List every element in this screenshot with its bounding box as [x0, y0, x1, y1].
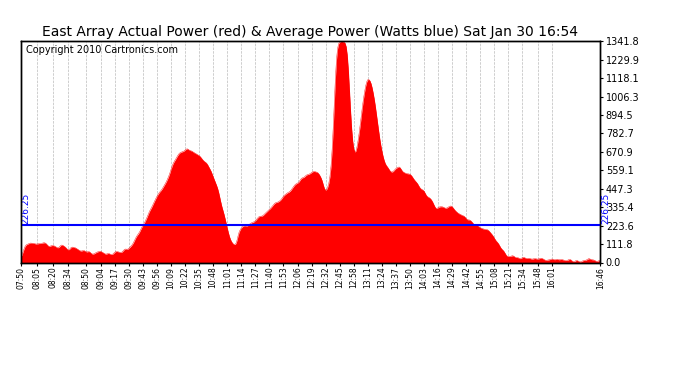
Text: 226.25: 226.25 — [601, 193, 610, 224]
Title: East Array Actual Power (red) & Average Power (Watts blue) Sat Jan 30 16:54: East Array Actual Power (red) & Average … — [43, 25, 578, 39]
Text: 226.25: 226.25 — [21, 193, 30, 224]
Text: Copyright 2010 Cartronics.com: Copyright 2010 Cartronics.com — [26, 45, 179, 55]
